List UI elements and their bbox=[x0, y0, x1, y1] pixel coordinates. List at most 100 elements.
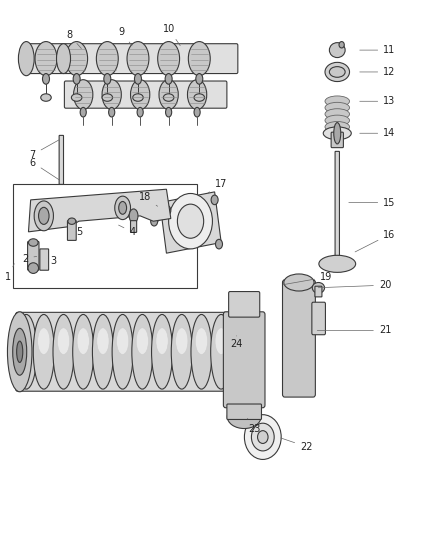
Ellipse shape bbox=[117, 328, 129, 354]
Ellipse shape bbox=[151, 216, 158, 226]
Ellipse shape bbox=[165, 74, 172, 84]
Ellipse shape bbox=[102, 80, 121, 110]
Ellipse shape bbox=[334, 123, 341, 144]
Ellipse shape bbox=[33, 314, 54, 389]
Ellipse shape bbox=[77, 328, 89, 354]
FancyBboxPatch shape bbox=[16, 312, 243, 391]
Ellipse shape bbox=[71, 94, 82, 101]
Ellipse shape bbox=[102, 94, 113, 101]
Ellipse shape bbox=[191, 314, 212, 389]
Ellipse shape bbox=[215, 328, 227, 354]
Ellipse shape bbox=[227, 405, 261, 429]
Ellipse shape bbox=[194, 108, 200, 117]
Text: 11: 11 bbox=[360, 45, 396, 55]
Ellipse shape bbox=[132, 314, 153, 389]
FancyBboxPatch shape bbox=[331, 132, 343, 148]
Ellipse shape bbox=[73, 314, 94, 389]
Ellipse shape bbox=[74, 80, 93, 110]
Text: 10: 10 bbox=[163, 25, 180, 46]
Ellipse shape bbox=[312, 282, 325, 293]
Ellipse shape bbox=[325, 115, 350, 126]
Text: 18: 18 bbox=[139, 192, 158, 206]
Ellipse shape bbox=[38, 328, 50, 354]
Text: 20: 20 bbox=[318, 280, 391, 290]
Ellipse shape bbox=[152, 314, 173, 389]
Ellipse shape bbox=[35, 42, 57, 76]
Text: 16: 16 bbox=[355, 230, 396, 252]
FancyBboxPatch shape bbox=[223, 312, 265, 408]
Ellipse shape bbox=[187, 80, 207, 110]
Ellipse shape bbox=[211, 314, 232, 389]
Text: 4: 4 bbox=[119, 225, 135, 237]
Ellipse shape bbox=[329, 67, 345, 77]
FancyBboxPatch shape bbox=[336, 253, 339, 266]
Ellipse shape bbox=[195, 328, 208, 354]
Ellipse shape bbox=[20, 328, 32, 354]
Ellipse shape bbox=[325, 102, 350, 113]
Ellipse shape bbox=[17, 341, 23, 362]
Text: 5: 5 bbox=[74, 224, 83, 237]
FancyBboxPatch shape bbox=[59, 135, 64, 184]
Ellipse shape bbox=[80, 108, 86, 117]
Ellipse shape bbox=[339, 42, 344, 48]
Ellipse shape bbox=[227, 330, 241, 373]
Ellipse shape bbox=[66, 42, 88, 76]
Ellipse shape bbox=[53, 314, 74, 389]
Text: 22: 22 bbox=[281, 438, 313, 451]
Ellipse shape bbox=[28, 239, 38, 246]
Ellipse shape bbox=[28, 263, 39, 273]
Ellipse shape bbox=[115, 196, 131, 220]
Ellipse shape bbox=[177, 204, 204, 238]
Text: 9: 9 bbox=[119, 27, 132, 46]
Ellipse shape bbox=[97, 328, 109, 354]
Ellipse shape bbox=[133, 94, 143, 101]
Ellipse shape bbox=[215, 239, 223, 249]
FancyBboxPatch shape bbox=[283, 280, 315, 397]
Text: 8: 8 bbox=[66, 30, 81, 49]
FancyBboxPatch shape bbox=[315, 286, 322, 297]
Ellipse shape bbox=[164, 206, 171, 215]
Ellipse shape bbox=[166, 108, 172, 117]
Text: 15: 15 bbox=[349, 198, 396, 207]
Ellipse shape bbox=[323, 127, 351, 140]
Text: 23: 23 bbox=[247, 418, 261, 434]
Ellipse shape bbox=[284, 274, 314, 291]
Ellipse shape bbox=[16, 314, 37, 389]
Ellipse shape bbox=[325, 128, 350, 139]
Ellipse shape bbox=[73, 74, 80, 84]
Text: 19: 19 bbox=[283, 272, 332, 285]
Ellipse shape bbox=[136, 328, 148, 354]
Text: 2: 2 bbox=[22, 254, 37, 263]
FancyBboxPatch shape bbox=[67, 221, 76, 240]
Text: 3: 3 bbox=[50, 256, 57, 266]
Ellipse shape bbox=[325, 96, 350, 107]
Text: 12: 12 bbox=[360, 67, 396, 77]
Ellipse shape bbox=[34, 201, 53, 231]
FancyBboxPatch shape bbox=[229, 292, 260, 317]
Text: 13: 13 bbox=[360, 96, 396, 106]
FancyBboxPatch shape bbox=[227, 404, 261, 419]
Ellipse shape bbox=[244, 415, 281, 459]
Ellipse shape bbox=[13, 328, 27, 375]
Ellipse shape bbox=[57, 44, 71, 74]
Ellipse shape bbox=[41, 94, 51, 101]
Ellipse shape bbox=[188, 42, 210, 76]
Ellipse shape bbox=[211, 195, 218, 205]
Ellipse shape bbox=[112, 314, 133, 389]
Ellipse shape bbox=[7, 312, 32, 392]
FancyBboxPatch shape bbox=[40, 249, 49, 270]
Text: 21: 21 bbox=[317, 326, 391, 335]
Ellipse shape bbox=[258, 431, 268, 443]
Text: 1: 1 bbox=[5, 264, 14, 282]
FancyBboxPatch shape bbox=[335, 151, 339, 256]
Text: 17: 17 bbox=[208, 179, 227, 193]
Ellipse shape bbox=[319, 255, 356, 272]
FancyBboxPatch shape bbox=[28, 241, 39, 270]
Ellipse shape bbox=[131, 80, 150, 110]
Ellipse shape bbox=[169, 193, 212, 249]
Ellipse shape bbox=[68, 218, 76, 224]
Ellipse shape bbox=[42, 74, 49, 84]
FancyBboxPatch shape bbox=[64, 81, 227, 108]
Ellipse shape bbox=[129, 209, 138, 223]
Bar bbox=[13, 184, 197, 288]
